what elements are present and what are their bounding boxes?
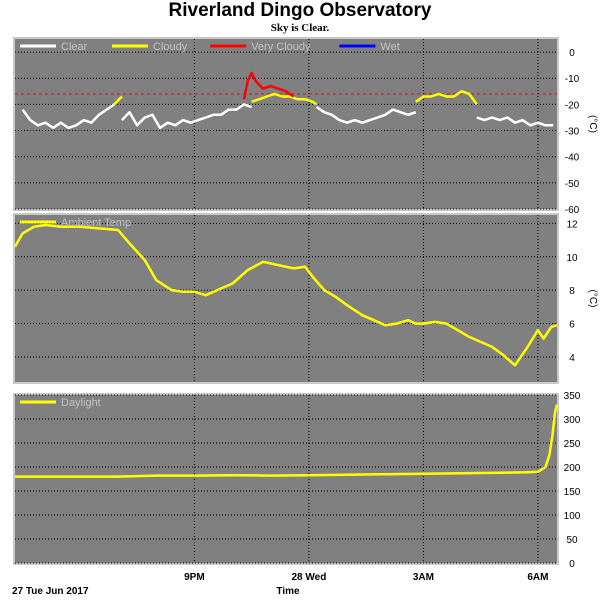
y-tick-label: -50 <box>565 179 580 190</box>
legend-label: Very Cloudy <box>251 41 311 53</box>
series-line-clear <box>21 103 115 130</box>
x-tick-label: 9PM <box>184 572 205 583</box>
y-tick-label: 350 <box>564 391 581 402</box>
series-line-daylight <box>15 404 559 478</box>
series-line-clear <box>315 105 417 124</box>
x-tick-label: 3AM <box>413 572 434 583</box>
y-tick-label: 0 <box>569 48 575 59</box>
y-tick-label: -20 <box>565 100 580 111</box>
panel-background <box>15 215 557 382</box>
y-tick-label: 150 <box>564 487 581 498</box>
series-line-cloudy <box>113 95 123 106</box>
chart-title: Riverland Dingo Observatory <box>168 0 432 21</box>
y-tick-label: 250 <box>564 439 581 450</box>
series-line-clear <box>120 103 253 130</box>
y-tick-label: -30 <box>565 127 580 138</box>
series-line-cloudy <box>251 92 318 106</box>
chart-panel-2: 12 10 8 6 4 (°C) Ambient Temp <box>13 213 598 384</box>
x-tick-label: 28 Wed <box>291 572 326 583</box>
y-tick-label: 0 <box>569 559 575 570</box>
series-line-clear <box>476 116 554 127</box>
y-tick-label: 8 <box>569 286 575 297</box>
legend-label: Wet <box>380 41 399 53</box>
chart-subtitle: Sky is Clear. <box>270 22 330 34</box>
panel-background <box>15 395 557 563</box>
y-axis-label: (°C) <box>587 115 598 133</box>
legend-label: Cloudy <box>153 41 188 53</box>
y-tick-label: 10 <box>566 253 578 264</box>
y-tick-label: 4 <box>569 353 575 364</box>
series-line-very-cloudy <box>242 71 295 100</box>
y-tick-label: -60 <box>565 205 580 216</box>
y-tick-label: 300 <box>564 415 581 426</box>
y-tick-label: 6 <box>569 320 575 331</box>
y-tick-label: 100 <box>564 511 581 522</box>
series-line-ambient-temp <box>13 223 558 367</box>
x-tick-label: 6AM <box>527 572 548 583</box>
y-tick-label: 12 <box>566 219 578 230</box>
legend-label: Ambient Temp <box>61 217 131 229</box>
series-line-cloudy <box>415 90 478 106</box>
footer-axis-label: Time <box>276 586 300 597</box>
y-tick-label: -40 <box>565 153 580 164</box>
footer-date-label: 27 Tue Jun 2017 <box>12 586 89 597</box>
panel-background <box>15 39 557 209</box>
legend-label: Clear <box>61 41 88 53</box>
y-tick-label: 50 <box>566 535 578 546</box>
y-axis-label: (°C) <box>587 290 598 308</box>
chart-panel-1: 0 -10 -20 -30 -40 -50 -60 (°C) Clear Cloudy Very C… <box>13 37 598 216</box>
y-tick-label: 200 <box>564 463 581 474</box>
chart-panel-3: 350 300 250 200 150 100 50 0 Daylight 9PM 28 Wed 3A… <box>13 391 581 583</box>
legend-label: Daylight <box>61 397 101 409</box>
y-tick-label: -10 <box>565 74 580 85</box>
